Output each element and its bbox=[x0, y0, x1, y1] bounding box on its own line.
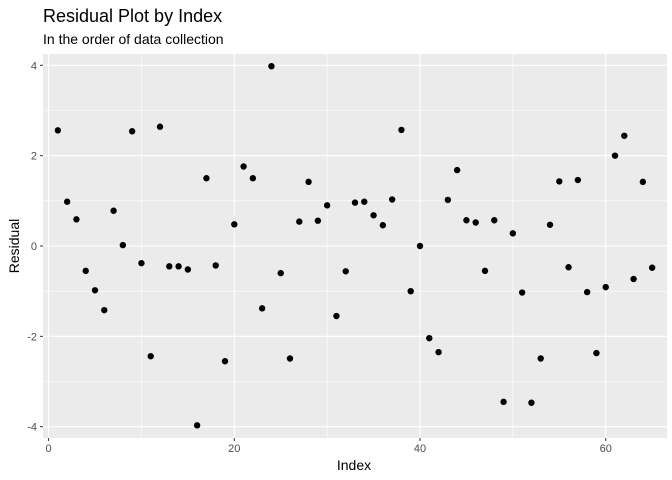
data-point bbox=[416, 242, 424, 250]
x-tick-labels: 0 20 40 60 bbox=[46, 443, 612, 455]
data-point bbox=[73, 216, 80, 223]
data-point bbox=[240, 163, 247, 170]
data-point bbox=[528, 399, 535, 406]
data-point bbox=[249, 175, 257, 182]
data-point bbox=[472, 219, 479, 226]
data-point bbox=[184, 266, 192, 273]
data-point bbox=[231, 221, 238, 228]
y-tick-label: 0 bbox=[31, 241, 37, 253]
data-point bbox=[583, 288, 591, 296]
x-tick-label: 0 bbox=[46, 443, 52, 455]
x-tick-label: 60 bbox=[600, 443, 612, 455]
y-tick-label: -2 bbox=[27, 331, 37, 343]
data-point bbox=[342, 268, 349, 275]
data-point bbox=[82, 267, 89, 275]
y-axis-title: Residual bbox=[6, 219, 22, 273]
data-point bbox=[193, 422, 201, 429]
data-point bbox=[147, 353, 154, 360]
data-point bbox=[314, 217, 322, 224]
data-point bbox=[537, 355, 544, 362]
data-point bbox=[296, 218, 303, 225]
data-point bbox=[128, 128, 136, 135]
data-point bbox=[621, 132, 628, 139]
data-point bbox=[166, 263, 173, 270]
data-point bbox=[398, 126, 405, 134]
data-point bbox=[268, 62, 275, 70]
y-tick-label: 2 bbox=[31, 151, 37, 163]
data-point bbox=[444, 196, 452, 204]
data-point bbox=[63, 198, 71, 205]
data-point bbox=[361, 198, 368, 205]
data-point bbox=[370, 212, 377, 219]
data-point bbox=[258, 305, 266, 312]
data-point bbox=[556, 178, 563, 185]
data-point bbox=[630, 275, 637, 283]
data-point bbox=[518, 289, 526, 296]
data-point bbox=[453, 166, 461, 174]
data-point bbox=[221, 358, 229, 365]
data-point bbox=[119, 241, 127, 249]
data-point bbox=[333, 312, 340, 320]
data-point bbox=[54, 127, 62, 134]
data-point bbox=[388, 196, 396, 203]
y-tick-labels: -4 -2 0 2 4 bbox=[27, 60, 37, 433]
data-point bbox=[565, 264, 572, 271]
data-point bbox=[435, 348, 442, 356]
data-point bbox=[463, 217, 470, 224]
chart-title: Residual Plot by Index bbox=[43, 6, 222, 26]
data-point bbox=[323, 202, 331, 209]
data-point bbox=[156, 123, 164, 130]
data-point bbox=[509, 230, 517, 237]
data-point bbox=[593, 349, 600, 357]
data-point bbox=[175, 263, 182, 270]
data-point bbox=[212, 262, 219, 269]
x-tick-label: 40 bbox=[414, 443, 426, 455]
data-point bbox=[351, 199, 359, 206]
data-point bbox=[426, 334, 433, 342]
data-point bbox=[101, 306, 108, 314]
data-point bbox=[277, 269, 284, 277]
x-tick-label: 20 bbox=[228, 443, 240, 455]
data-point bbox=[407, 287, 414, 295]
data-point bbox=[481, 267, 489, 275]
data-point bbox=[491, 217, 498, 224]
data-point bbox=[110, 207, 117, 214]
y-tick-label: -4 bbox=[27, 422, 37, 434]
data-point bbox=[286, 355, 294, 362]
data-point bbox=[602, 283, 609, 291]
axis-ticks bbox=[40, 64, 607, 441]
data-point bbox=[203, 175, 210, 182]
data-point bbox=[91, 287, 99, 294]
data-point bbox=[379, 222, 387, 229]
y-tick-label: 4 bbox=[31, 60, 37, 72]
data-point bbox=[639, 178, 647, 186]
x-axis-title: Index bbox=[337, 457, 371, 473]
chart-subtitle: In the order of data collection bbox=[43, 31, 224, 47]
data-point bbox=[500, 398, 507, 406]
data-point bbox=[138, 259, 145, 267]
data-point bbox=[574, 176, 582, 184]
data-point bbox=[611, 152, 619, 159]
data-point bbox=[546, 221, 554, 228]
data-point bbox=[305, 178, 312, 186]
data-point bbox=[648, 264, 656, 271]
data-points bbox=[54, 62, 656, 429]
